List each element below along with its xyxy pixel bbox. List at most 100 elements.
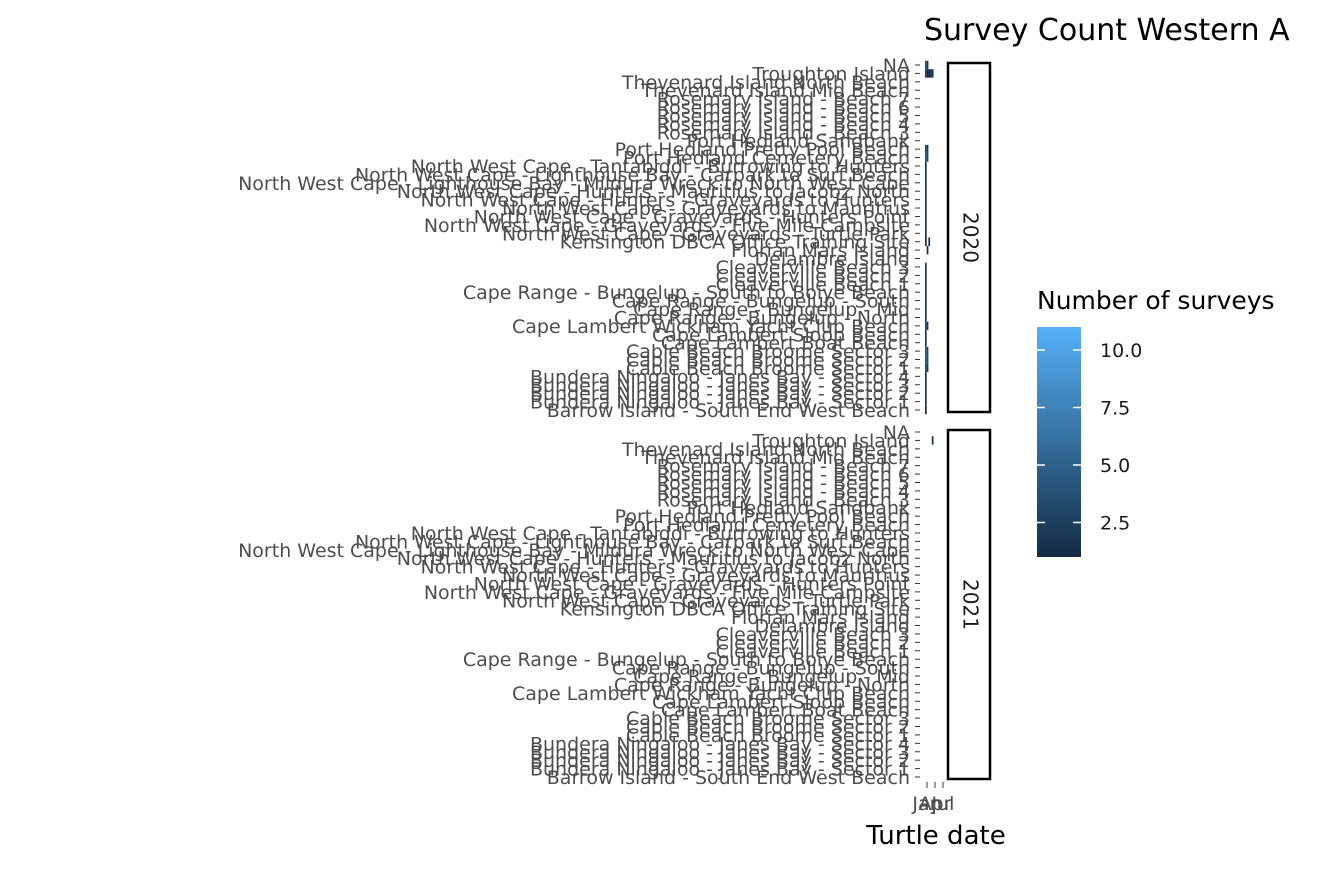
y-tick-label: Thevenard Island Mid Beach <box>640 80 910 102</box>
heatmap-cell <box>928 237 931 246</box>
x-tick-label: Jul <box>931 793 955 815</box>
y-tick-label: Rosemary Island - Beach 3 <box>657 122 910 144</box>
facet-strip <box>946 61 992 414</box>
y-tick-label: Rosemary Island - Beach 7 <box>657 89 910 111</box>
y-tick-label: Cape Lambert Sloop Beach <box>652 324 910 346</box>
y-tick-label: Bundera Ningaloo - Janes Bay - Sector 1 <box>530 759 910 781</box>
heatmap-cell <box>926 69 929 78</box>
y-tick-label: NA <box>883 55 910 77</box>
y-tick-label: North West Cape - Lighthouse Bay - Carpa… <box>355 164 910 186</box>
y-tick-label: Bundera Ningaloo - Janes Bay - Sector 1 <box>530 392 910 414</box>
heatmap-cell <box>925 161 927 171</box>
heatmap-cell <box>925 313 927 322</box>
legend-tick-label: 7.5 <box>1100 398 1130 420</box>
y-tick-label: Cable Beach Broome Sector 3 <box>626 341 910 363</box>
x-axis-title: Turtle date <box>865 821 1005 851</box>
color-legend: 2.5 5.0 7.5 10.0 <box>1037 327 1142 557</box>
y-tick-label: Cape Range - Bungelup - South <box>612 291 910 313</box>
heatmap-cell <box>925 229 927 238</box>
y-tick-label: Rosemary Island - Beach 7 <box>657 456 910 478</box>
heatmap-cell <box>925 262 927 272</box>
heatmap-cell <box>925 212 927 221</box>
y-tick-label: Rosemary Island - Beach 4 <box>657 481 910 503</box>
heatmap-cell <box>926 60 929 70</box>
legend-tick-label: 5.0 <box>1100 455 1130 477</box>
y-tick-label: Bundera Ningaloo - Janes Bay - Sector 4 <box>530 733 910 755</box>
y-tick-label: Cape Lambert Sloop Beach <box>652 691 910 713</box>
y-tick-label: Bundera Ningaloo - Janes Bay - Sector 2 <box>530 750 910 772</box>
y-tick-label: Bundera Ningaloo - Janes Bay - Sector 3 <box>530 375 910 397</box>
heatmap-cell <box>925 346 927 356</box>
heatmap-cell <box>925 220 927 230</box>
y-tick-label: Cleaverville Beach 3 <box>716 257 910 279</box>
y-tick-label: Port Hedland Cemetery Beach <box>623 515 910 537</box>
y-tick-label: Rosemary Island - Beach 5 <box>657 472 910 494</box>
heatmap-cell <box>925 405 927 415</box>
heatmap-cell <box>925 69 927 78</box>
heatmap-cell <box>930 69 932 78</box>
heatmap-cell <box>925 195 927 204</box>
y-tick-label: Barrow Island - South End West Beach <box>547 767 910 789</box>
y-tick-label: Kensington DBCA Office Training Site <box>560 232 910 254</box>
y-tick-label: North West Cape - Hunters - Mauritius to… <box>397 548 910 570</box>
y-tick-label: Cleaverville Beach 2 <box>716 632 910 654</box>
facet-strip-label: 2021 <box>959 579 983 630</box>
heatmap-cell <box>928 69 931 78</box>
y-tick-label: Port Hedland Cemetery Beach <box>623 148 910 170</box>
y-tick-label: Bundera Ningaloo - Janes Bay - Sector 2 <box>530 383 910 405</box>
chart-title: Survey Count Western A <box>924 13 1290 48</box>
y-tick-label: Cleaverville Beach 1 <box>716 641 910 663</box>
heatmap-cell <box>926 363 929 373</box>
heatmap-cell <box>925 304 927 314</box>
heatmap-cell <box>925 178 927 188</box>
y-tick-label: Thevenard Island North Beach <box>621 72 910 94</box>
y-tick-label: Port Hedland Sandbank <box>687 498 910 520</box>
legend-colorbar <box>1037 327 1081 557</box>
heatmap-cell <box>931 69 934 78</box>
y-tick-label: Cable Beach Broome Sector 2 <box>626 717 910 739</box>
y-tick-label: North West Cape - Lighthouse Bay - Carpa… <box>355 531 910 553</box>
y-tick-label: North West Cape - Graveyards - Turtle Pa… <box>502 223 910 245</box>
y-tick-label: Cable Beach Broome Sector 2 <box>626 350 910 372</box>
y-tick-label: NA <box>883 422 910 444</box>
heatmap-cell <box>926 355 929 364</box>
y-tick-label: Cape Lambert Wickham Yacht Club Beach <box>512 683 910 705</box>
heatmap-cell <box>925 170 927 179</box>
heatmap-cell <box>925 271 927 280</box>
y-tick-label: North West Cape - Graveyards to Mauritiu… <box>502 198 910 220</box>
y-tick-label: Troughton Island <box>751 430 910 452</box>
legend-title: Number of surveys <box>1037 286 1275 315</box>
heatmap-cell <box>925 60 927 70</box>
facet-strip <box>946 428 992 781</box>
y-tick-label: Port Hedland Sandbank <box>687 131 910 153</box>
heatmap-cell <box>925 363 927 373</box>
y-tick-label: North West Cape - Graveyards - Five Mile… <box>424 582 910 604</box>
heatmap-cell <box>925 388 927 398</box>
y-tick-label: Rosemary Island - Beach 6 <box>657 97 910 119</box>
heatmap-cell <box>926 346 929 356</box>
y-tick-label: North West Cape - Hunters - Mauritius to… <box>397 181 910 203</box>
y-tick-label: Cleaverville Beach 1 <box>716 274 910 296</box>
heatmap-cell <box>925 279 927 288</box>
y-tick-label: Thevenard Island Mid Beach <box>640 447 910 469</box>
facet-strip-label: 2020 <box>959 212 983 263</box>
y-tick-label: Cleaverville Beach 3 <box>716 624 910 646</box>
y-tick-label: North West Cape - Graveyards - Hunters P… <box>474 206 910 228</box>
y-tick-label: Cape Range - Bungelup - North <box>614 307 910 329</box>
heatmap-cell <box>926 153 929 162</box>
heatmap-cell <box>925 203 927 213</box>
y-axis-ticks <box>915 64 920 778</box>
heatmap-cell <box>925 372 927 381</box>
y-tick-label: Cape Range - Bungelup - South to Boiye B… <box>463 649 910 671</box>
heatmap-cell <box>925 153 927 162</box>
heatmap-cell <box>926 321 929 331</box>
heatmap-cell <box>925 287 927 297</box>
y-tick-label: North West Cape - Lighthouse Bay - Mildu… <box>238 540 910 562</box>
heatmap-cell <box>925 321 927 331</box>
y-tick-label: Rosemary Island - Beach 6 <box>657 464 910 486</box>
y-tick-label: Cape Range - Bungelup - Mid <box>633 666 910 688</box>
y-tick-label: Cape Range - Bungelup - South <box>612 658 910 680</box>
y-tick-label: Delambre Island <box>755 616 910 638</box>
